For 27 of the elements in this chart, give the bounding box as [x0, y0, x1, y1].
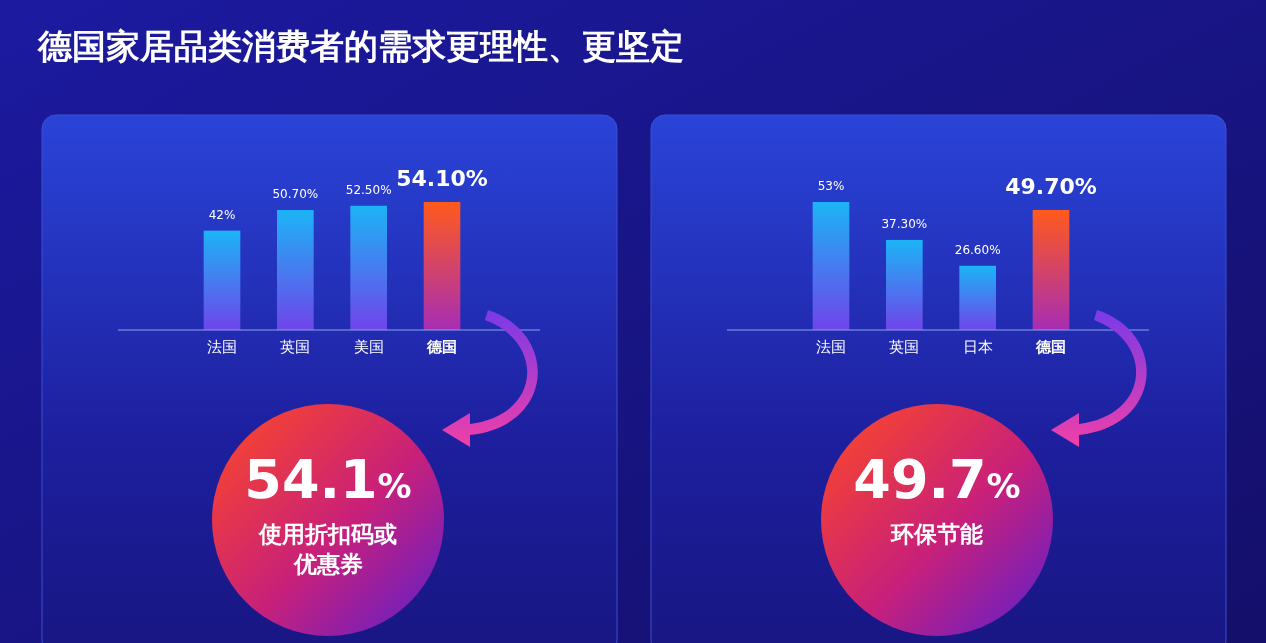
bar: [203, 230, 241, 330]
bar: [812, 202, 850, 330]
chart-title: 德国家居品类消费者的需求更理性、更坚定: [37, 26, 684, 66]
data-label: 26.60%: [954, 242, 1001, 257]
text: 使用折扣码或优惠券: [258, 521, 397, 577]
bar: [350, 205, 387, 330]
bar: [277, 210, 314, 330]
x-tick-label: 法国: [816, 338, 846, 356]
text: 54.1%: [244, 448, 412, 511]
bar: [959, 265, 996, 330]
x-tick-label: 德国: [1035, 338, 1066, 356]
data-label: 54.10%: [396, 166, 488, 191]
x-tick-label: 美国: [353, 338, 384, 356]
text: 环保节能: [890, 521, 983, 547]
x-tick-label: 法国: [207, 338, 237, 356]
x-tick-label: 德国: [426, 338, 457, 356]
data-label: 52.50%: [345, 182, 392, 197]
data-label: 49.70%: [1005, 173, 1097, 199]
bar: [886, 239, 923, 330]
x-tick-label: 英国: [280, 338, 311, 356]
data-label: 50.70%: [272, 187, 319, 202]
x-tick-label: 英国: [889, 338, 920, 356]
data-label: 37.30%: [881, 216, 928, 231]
text: 49.7%: [853, 448, 1021, 511]
data-label: 53%: [817, 179, 845, 193]
x-tick-label: 日本: [962, 338, 993, 356]
data-label: 42%: [208, 207, 236, 222]
